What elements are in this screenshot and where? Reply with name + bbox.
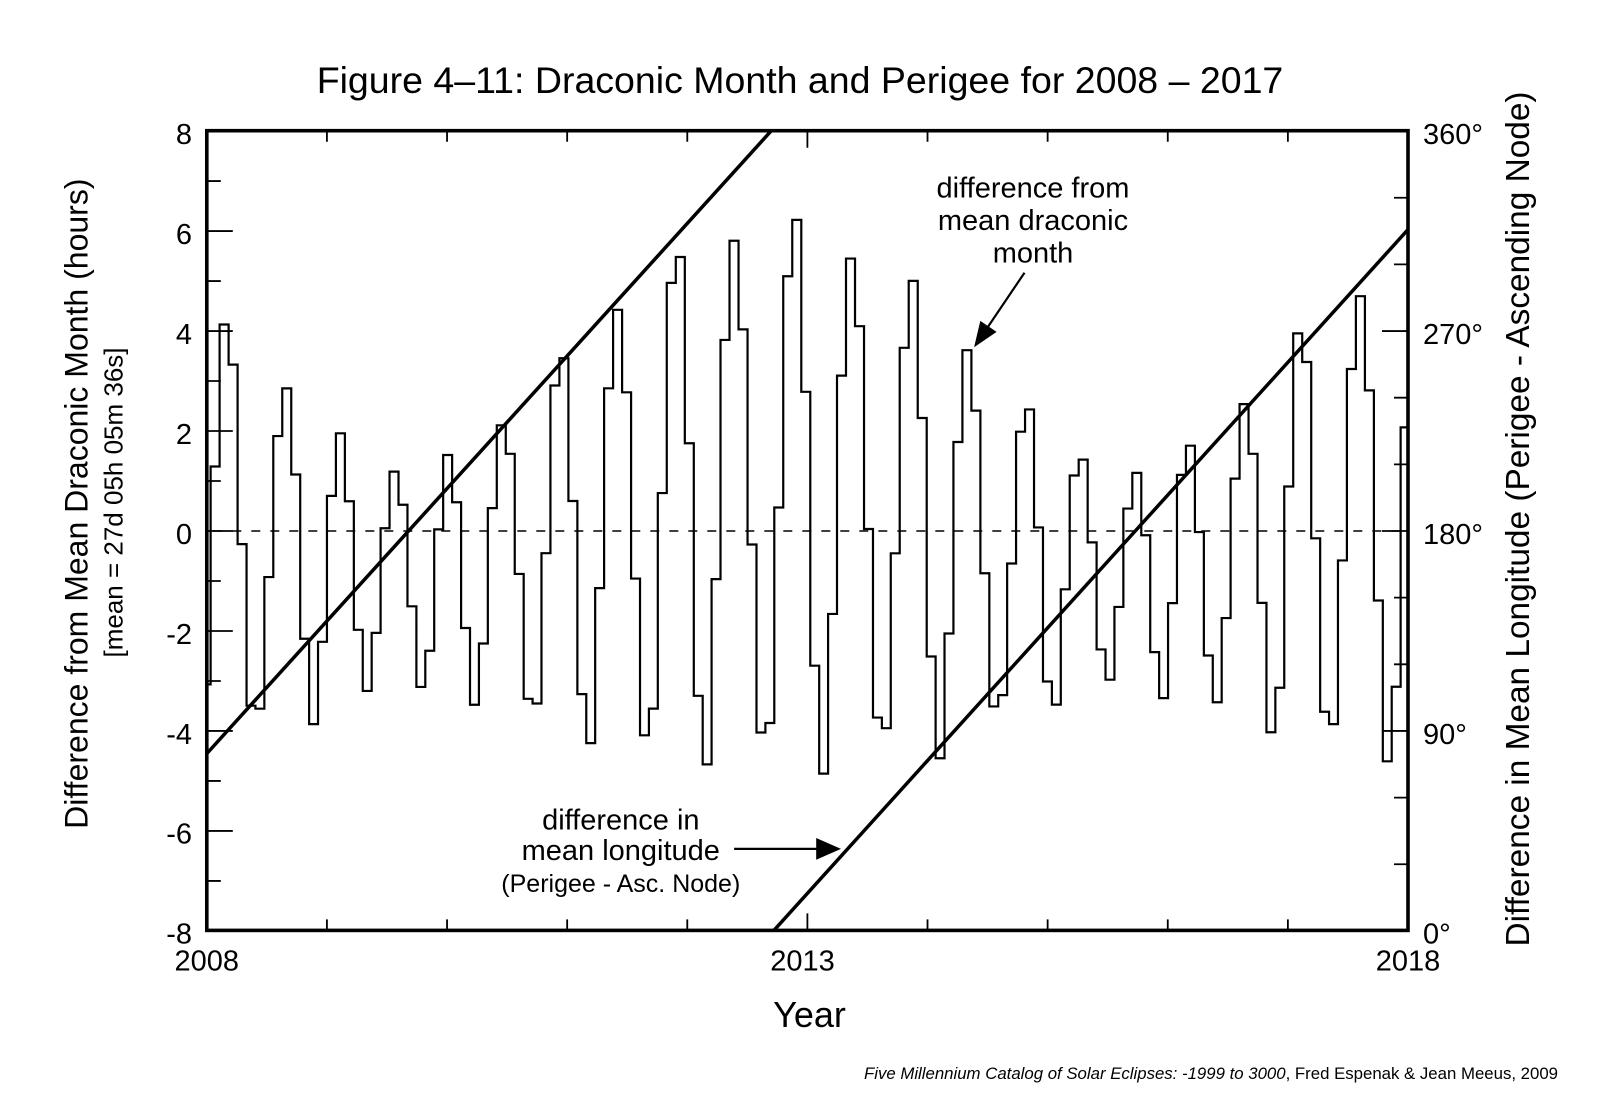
- svg-text:mean draconic: mean draconic: [938, 205, 1128, 237]
- svg-text:mean longitude: mean longitude: [522, 835, 720, 867]
- svg-text:Five Millennium Catalog of Sol: Five Millennium Catalog of Solar Eclipse…: [864, 1064, 1558, 1083]
- svg-text:4: 4: [176, 319, 192, 351]
- svg-text:difference from: difference from: [937, 173, 1130, 205]
- svg-text:(Perigee - Asc. Node): (Perigee - Asc. Node): [501, 870, 740, 898]
- svg-text:-6: -6: [166, 819, 192, 851]
- svg-text:90°: 90°: [1423, 719, 1467, 751]
- svg-text:-8: -8: [166, 919, 192, 951]
- svg-text:360°: 360°: [1423, 119, 1483, 151]
- svg-text:270°: 270°: [1423, 319, 1483, 351]
- svg-text:Difference from Mean Draconic: Difference from Mean Draconic Month (hou…: [59, 179, 95, 829]
- svg-text:-4: -4: [166, 719, 192, 751]
- svg-text:-2: -2: [166, 619, 192, 651]
- svg-text:Figure 4–11: Draconic Month an: Figure 4–11: Draconic Month and Perigee …: [317, 59, 1284, 101]
- svg-text:2013: 2013: [770, 945, 835, 977]
- svg-text:0: 0: [176, 519, 192, 551]
- svg-text:2018: 2018: [1376, 945, 1441, 977]
- svg-text:Difference in Mean Longitude (: Difference in Mean Longitude (Perigee - …: [1500, 91, 1537, 946]
- svg-text:Year: Year: [773, 994, 846, 1035]
- svg-text:2008: 2008: [175, 945, 240, 977]
- svg-text:0°: 0°: [1423, 919, 1451, 951]
- svg-text:difference in: difference in: [542, 804, 699, 836]
- svg-text:2: 2: [176, 419, 192, 451]
- svg-text:180°: 180°: [1423, 519, 1483, 551]
- svg-text:8: 8: [176, 119, 192, 151]
- svg-text:6: 6: [176, 219, 192, 251]
- svg-text:month: month: [993, 238, 1074, 270]
- svg-text:[mean = 27d 05h 05m 36s]: [mean = 27d 05h 05m 36s]: [99, 347, 129, 657]
